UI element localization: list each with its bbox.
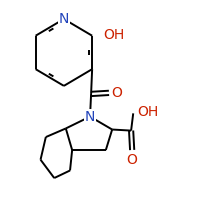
Text: O: O: [112, 86, 122, 100]
Text: OH: OH: [104, 28, 125, 42]
Text: N: N: [85, 110, 95, 124]
Text: N: N: [59, 12, 69, 26]
Text: O: O: [127, 153, 138, 167]
Text: OH: OH: [137, 105, 159, 119]
